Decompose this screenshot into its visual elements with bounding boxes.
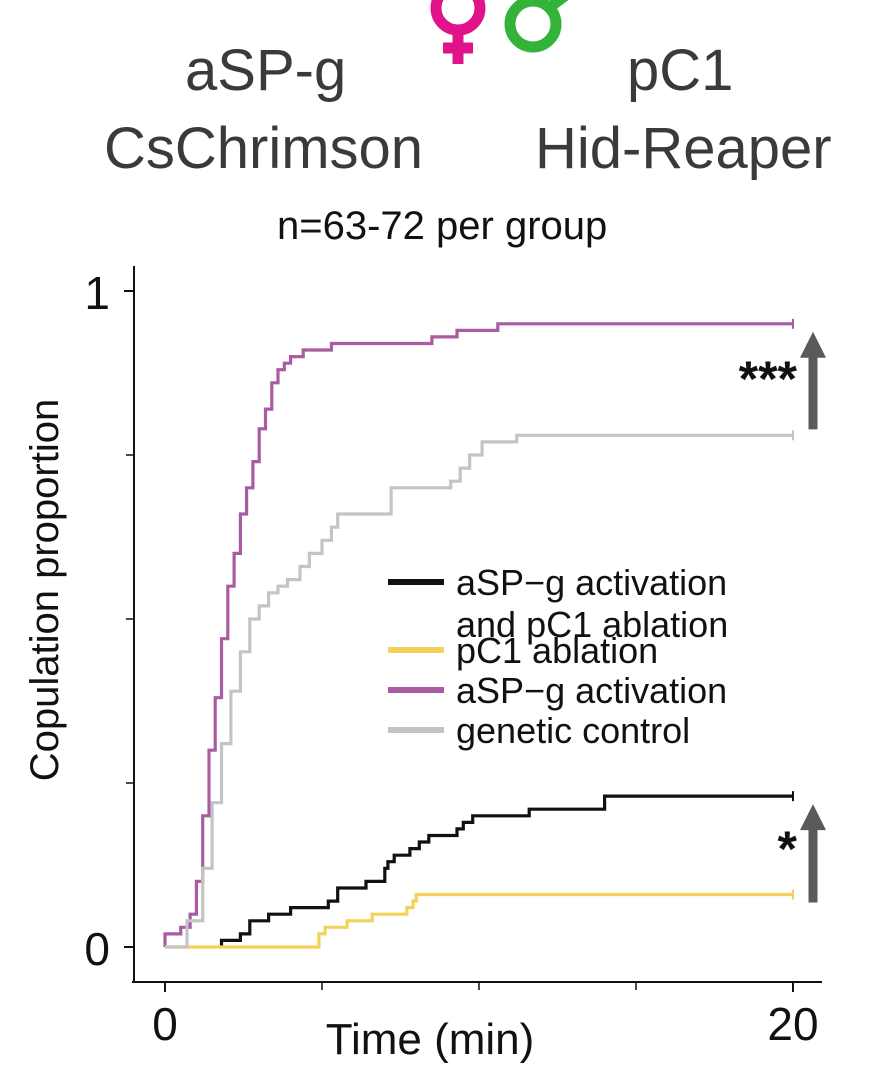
header-right-line2: Hid-Reaper bbox=[535, 116, 832, 181]
legend-label-2: aSP−g activation bbox=[456, 670, 727, 711]
significance-label: * bbox=[778, 821, 798, 877]
x-axis-title: Time (min) bbox=[325, 1015, 535, 1064]
significance-label: *** bbox=[739, 351, 798, 407]
female-symbol-icon bbox=[430, 0, 486, 64]
y-axis-title: Copulation proportion bbox=[23, 398, 67, 782]
y-tick-label: 1 bbox=[84, 267, 110, 319]
legend-label-1: pC1 ablation bbox=[456, 630, 658, 671]
y-tick-label: 0 bbox=[84, 923, 110, 975]
header-left-line1: aSP-g bbox=[185, 38, 347, 103]
legend-label-0: and pC1 ablation bbox=[456, 604, 728, 645]
chart-subtitle: n=63-72 per group bbox=[277, 204, 608, 248]
series-line-3 bbox=[165, 433, 793, 949]
x-tick-label: 0 bbox=[152, 998, 178, 1050]
male-symbol-icon bbox=[504, 0, 569, 53]
sex-symbols-icon bbox=[430, 0, 569, 64]
legend-label-0: aSP−g activation bbox=[456, 562, 727, 603]
header-right-line1: pC1 bbox=[627, 38, 734, 103]
series-line-0 bbox=[219, 794, 793, 947]
series-line-2 bbox=[163, 322, 793, 947]
x-tick-label: 20 bbox=[767, 998, 818, 1050]
legend-label-3: genetic control bbox=[456, 710, 690, 751]
header-left-line2: CsChrimson bbox=[104, 116, 424, 181]
series-line-1 bbox=[165, 892, 793, 949]
significance-arrow-head bbox=[800, 804, 826, 831]
significance-arrow-head bbox=[800, 331, 826, 358]
